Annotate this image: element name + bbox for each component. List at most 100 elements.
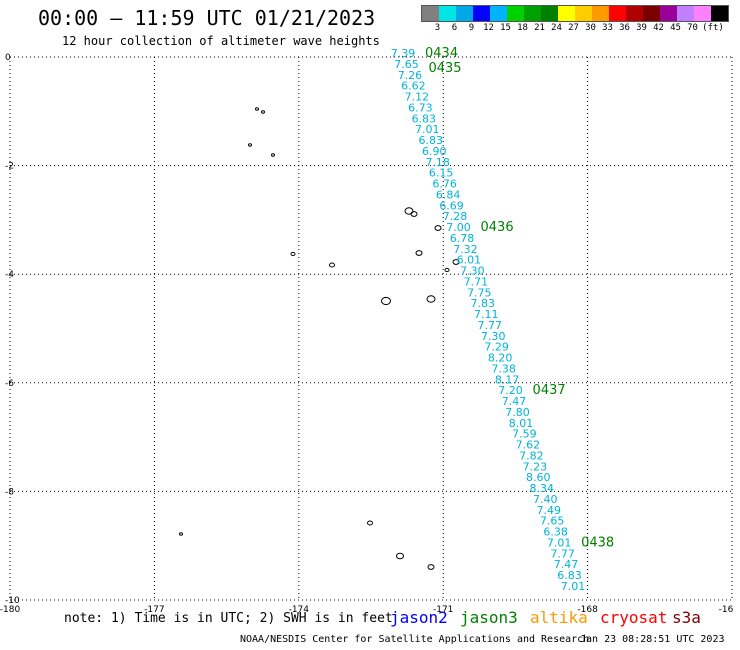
swh-value-label: 7.40 (533, 493, 558, 506)
legend-swatch (660, 6, 677, 21)
legend-label: 6 (451, 23, 458, 33)
y-tick-label: -4 (5, 270, 14, 280)
legend-swatch (524, 6, 541, 21)
swh-value-label: 7.65 (540, 515, 565, 528)
legend-swatch (473, 6, 490, 21)
swh-value-label: 8.60 (526, 471, 551, 484)
legend-swatch (575, 6, 592, 21)
time-label: 0437 (533, 383, 566, 398)
legend-swatch (456, 6, 473, 21)
legend-swatch (507, 6, 524, 21)
legend-label: 39 (636, 23, 647, 33)
swh-value-label: 6.69 (439, 199, 464, 212)
legend-label: 33 (602, 23, 613, 33)
legend-label: 27 (568, 23, 579, 33)
swh-value-label: 7.01 (561, 580, 586, 593)
footer-credit: NOAA/NESDIS Center for Satellite Applica… (240, 634, 590, 645)
legend-label: 30 (585, 23, 596, 33)
legend-unit: (ft) (702, 23, 724, 33)
satellite-legend-item: cryosat (600, 608, 668, 627)
swh-value-label: 7.32 (453, 243, 478, 256)
x-tick-label: -171 (433, 605, 453, 615)
swh-value-label: 7.83 (471, 297, 496, 310)
legend-swatch (643, 6, 660, 21)
island-outline (271, 153, 275, 157)
swh-value-label: 7.01 (547, 536, 572, 549)
island-outline (329, 262, 335, 268)
legend-swatch (677, 6, 694, 21)
swh-value-label: 7.23 (523, 460, 548, 473)
x-tick-label: -177 (144, 605, 164, 615)
satellite-legend-item: jason3 (460, 608, 518, 627)
swh-value-label: 6.73 (408, 101, 433, 114)
island-outline (415, 250, 423, 256)
swh-value-label: 6.78 (450, 232, 475, 245)
island-outline (179, 532, 183, 536)
swh-value-label: 6.38 (543, 526, 568, 539)
legend-swatch (541, 6, 558, 21)
swh-value-label: 7.11 (474, 308, 499, 321)
swh-value-label: 6.90 (422, 145, 447, 158)
island-outline (396, 552, 404, 560)
swh-value-label: 6.84 (436, 188, 461, 201)
y-tick-label: 0 (5, 53, 11, 63)
legend-label: 70 (687, 23, 698, 33)
swh-value-label: 7.75 (467, 286, 492, 299)
legend-label: 12 (483, 23, 494, 33)
swh-value-label: 8.34 (530, 482, 555, 495)
legend-label: 3 (434, 23, 441, 33)
x-tick-label: -180 (0, 605, 20, 615)
island-outline (367, 520, 373, 526)
y-tick-label: -8 (5, 487, 14, 497)
legend-swatch (592, 6, 609, 21)
legend-swatch (490, 6, 507, 21)
swh-value-label: 7.30 (481, 330, 506, 343)
island-outline (381, 296, 391, 306)
footer-note: note: 1) Time is in UTC; 2) SWH is in fe… (64, 611, 393, 626)
legend-swatch (422, 6, 439, 21)
swh-value-label: 7.49 (536, 504, 561, 517)
legend-swatch (609, 6, 626, 21)
time-label: 0438 (581, 535, 614, 550)
legend-swatch (439, 6, 456, 21)
swh-value-label: 7.47 (554, 558, 579, 571)
legend-label: 42 (653, 23, 664, 33)
island-outline (261, 110, 265, 114)
y-tick-label: -6 (5, 379, 14, 389)
swh-value-label: 7.26 (398, 69, 423, 82)
legend-label: 36 (619, 23, 630, 33)
legend-label: 15 (500, 23, 511, 33)
island-outline (427, 564, 435, 570)
swh-value-label: 7.80 (505, 406, 530, 419)
wave-height-legend: 3 6 9 12 15 18 21 24 27 30 33 36 39 42 45 70 (ft) (421, 5, 729, 33)
time-label: 0435 (428, 61, 461, 76)
swh-value-label: 7.71 (464, 275, 489, 288)
swh-value-label: 6.15 (429, 167, 454, 180)
swh-value-label: 6.83 (557, 569, 582, 582)
island-outline (444, 267, 450, 273)
swh-value-label: 7.47 (502, 395, 527, 408)
swh-value-label: 7.82 (519, 449, 544, 462)
legend-swatch (558, 6, 575, 21)
time-label: 0434 (425, 46, 458, 61)
swh-value-label: 7.65 (394, 58, 419, 71)
swh-value-label: 8.20 (488, 352, 513, 365)
footer-timestamp: Jan 23 08:28:51 UTC 2023 (580, 634, 725, 645)
satellite-legend-item: altika (530, 608, 588, 627)
swh-value-label: 7.62 (516, 439, 541, 452)
island-outline (404, 207, 414, 215)
legend-label: 9 (468, 23, 475, 33)
swh-value-label: 7.59 (512, 428, 537, 441)
swh-value-label: 7.38 (491, 362, 516, 375)
island-outline (434, 225, 442, 231)
island-outline (255, 107, 259, 111)
swh-value-label: 6.83 (412, 112, 437, 125)
swh-value-label: 7.77 (477, 319, 502, 332)
swh-value-label: 7.29 (484, 341, 509, 354)
x-tick-label: -16 (719, 605, 734, 615)
swh-value-label: 6.01 (457, 254, 482, 267)
legend-labels: 3 6 9 12 15 18 21 24 27 30 33 36 39 42 45 70 (ft) (421, 22, 729, 34)
swh-value-label: 7.01 (415, 123, 440, 136)
satellite-legend-item: s3a (672, 608, 701, 627)
